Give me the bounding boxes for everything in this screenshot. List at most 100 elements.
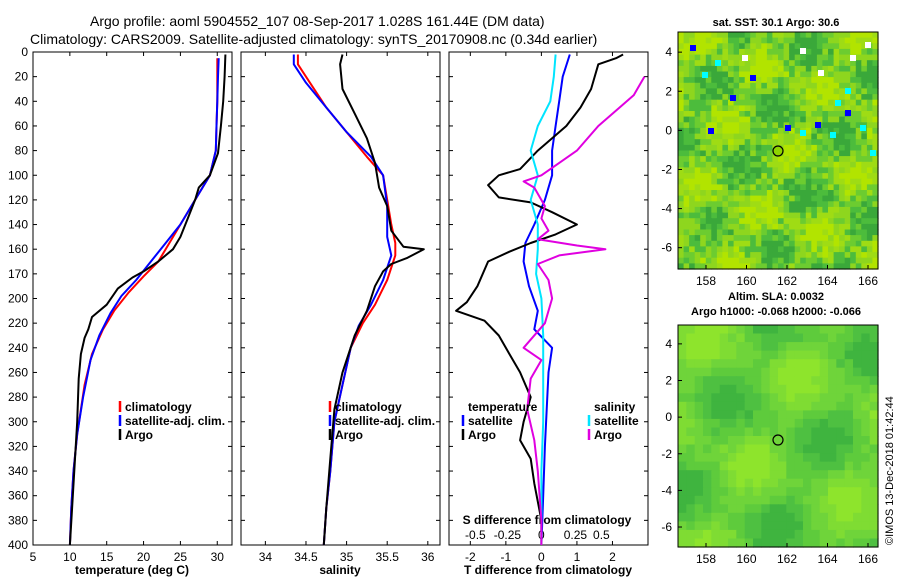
map-cell xyxy=(822,48,829,56)
map-cell xyxy=(766,82,774,89)
map-cell xyxy=(783,173,790,180)
map-cell xyxy=(694,418,704,428)
map-cell xyxy=(822,173,829,180)
map-cell xyxy=(866,111,874,118)
map-cell xyxy=(828,206,835,214)
map-cell xyxy=(828,223,835,231)
map-cell xyxy=(794,223,801,231)
map-cell xyxy=(761,122,768,129)
map-cell xyxy=(711,410,721,420)
map-cell xyxy=(769,538,779,548)
map-cell xyxy=(836,529,846,539)
temperature-lines xyxy=(68,54,227,546)
map-x-tick-label: 162 xyxy=(777,274,797,288)
map-cell xyxy=(861,461,871,471)
map-cell xyxy=(689,54,696,61)
map-cell xyxy=(703,495,712,505)
map-cell xyxy=(766,150,774,157)
legend-label-t-satellite: satellite xyxy=(468,414,513,428)
map-cell xyxy=(794,350,804,360)
map-cell xyxy=(772,139,779,146)
map-cell xyxy=(872,82,879,89)
map-cell xyxy=(700,54,707,61)
map-cell xyxy=(794,418,804,428)
map-cell xyxy=(719,350,729,360)
map-cell xyxy=(683,246,690,253)
map-cell xyxy=(753,444,762,454)
map-cell xyxy=(761,99,768,106)
map-cell xyxy=(753,521,762,531)
map-cell xyxy=(753,436,762,446)
map-cell xyxy=(800,223,807,231)
map-cell xyxy=(761,167,768,174)
map-cell xyxy=(694,359,704,369)
map-cell xyxy=(855,161,862,168)
map-cell xyxy=(744,111,751,118)
series-line-t-satellite xyxy=(522,54,571,546)
map-cell xyxy=(816,263,824,270)
map-cell xyxy=(822,218,829,225)
map-cell xyxy=(755,94,762,101)
map-cell xyxy=(739,263,746,270)
map-cell xyxy=(722,54,729,61)
map-cell xyxy=(855,94,862,101)
map-cell xyxy=(855,201,862,208)
map-cell xyxy=(853,436,862,446)
map-cell xyxy=(866,206,874,214)
map-cell xyxy=(844,156,851,163)
map-cell xyxy=(850,252,857,259)
map-cell xyxy=(833,201,840,208)
map-cell xyxy=(805,105,812,112)
sla-map xyxy=(678,325,879,548)
map-cell xyxy=(733,161,740,168)
map-cell xyxy=(828,384,837,394)
map-cell xyxy=(869,529,879,539)
map-cell xyxy=(761,65,768,73)
map-cell xyxy=(844,218,851,225)
map-cell xyxy=(828,342,837,352)
map-cell xyxy=(733,206,740,214)
map-cell xyxy=(794,376,804,386)
map-cell xyxy=(811,229,818,236)
map-cell xyxy=(722,133,729,140)
map-cell xyxy=(700,48,707,56)
map-cell xyxy=(828,88,835,95)
map-cell xyxy=(789,184,796,191)
map-cell xyxy=(761,401,771,411)
map-cell xyxy=(872,161,879,168)
map-cell xyxy=(866,167,874,174)
map-cell xyxy=(722,65,729,73)
map-y-tick-label: -4 xyxy=(661,202,672,216)
map-cell xyxy=(866,184,874,191)
map-cell xyxy=(772,167,779,174)
map-cell xyxy=(816,32,824,39)
map-cell xyxy=(828,201,835,208)
map-cell xyxy=(861,495,871,505)
map-cell xyxy=(750,252,757,259)
map-cell xyxy=(836,350,846,360)
map-cell xyxy=(678,350,687,360)
map-cell xyxy=(828,144,835,152)
map-cell xyxy=(828,325,837,335)
map-cell xyxy=(872,235,879,242)
map-cell xyxy=(783,218,790,225)
map-cell xyxy=(844,144,851,152)
map-cell xyxy=(855,111,862,118)
map-cell xyxy=(719,333,729,343)
map-cell xyxy=(772,263,779,270)
map-cell xyxy=(733,105,740,112)
map-cell xyxy=(828,190,835,197)
map-cell xyxy=(689,206,696,214)
map-cell xyxy=(705,133,712,140)
map-cell xyxy=(739,190,746,197)
map-cell xyxy=(711,133,718,140)
map-cell xyxy=(750,127,757,135)
map-cell xyxy=(689,48,696,56)
map-cell xyxy=(761,139,768,146)
map-cell xyxy=(733,99,740,106)
map-cell xyxy=(833,206,840,214)
x-tick-label: 34 xyxy=(259,550,273,564)
series-line-t-argo xyxy=(455,53,624,545)
map-cell xyxy=(728,257,735,264)
map-cell xyxy=(744,478,754,488)
